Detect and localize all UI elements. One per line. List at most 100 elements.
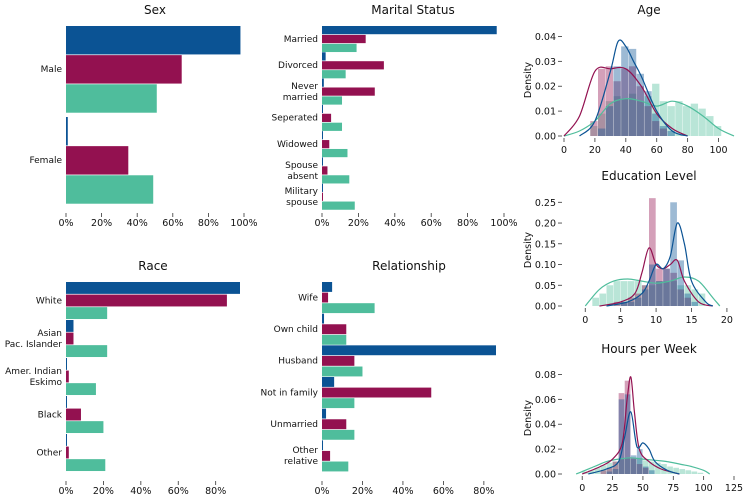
category-label-line: Military — [285, 187, 319, 197]
hist-bar-teal — [670, 281, 677, 306]
bar-teal — [66, 383, 96, 396]
x-tick-label: 5 — [618, 315, 624, 326]
hist-bar-teal — [636, 457, 643, 474]
hist-bar-teal — [612, 461, 619, 474]
hist-bar-teal — [624, 457, 631, 474]
hist-bar-teal — [667, 106, 675, 136]
bar-maroon — [322, 355, 355, 366]
chart-title: Hours per Week — [601, 342, 697, 356]
y-tick-label: 0.06 — [535, 395, 556, 406]
bar-maroon — [322, 324, 347, 335]
hist-bar-teal — [656, 281, 663, 306]
x-tick-label: 50 — [637, 483, 649, 494]
hist-bar-teal — [663, 281, 670, 306]
y-tick-label: 0.04 — [535, 32, 556, 43]
bar-teal — [322, 461, 349, 472]
category-label-line: Eskimo — [30, 378, 63, 388]
x-tick-label: 20% — [348, 218, 369, 229]
category-label: Widowed — [277, 140, 318, 150]
y-tick-label: 0.25 — [535, 198, 556, 209]
hist-bar-blue — [656, 281, 663, 306]
y-tick-label: 0.10 — [535, 260, 556, 271]
x-tick-label: 80 — [682, 145, 694, 156]
hist-bar-teal — [675, 101, 683, 136]
hist-bar-maroon — [600, 470, 607, 474]
bar-blue — [322, 282, 333, 292]
category-label: Black — [38, 410, 63, 420]
category-label: Never married — [283, 82, 319, 103]
x-tick-label: 40% — [130, 486, 151, 497]
bar-blue — [322, 26, 497, 35]
hist-bar-maroon — [630, 457, 637, 474]
x-tick-label: 60% — [433, 486, 454, 497]
hist-bar-maroon — [621, 68, 629, 136]
hist-bar-maroon — [613, 81, 621, 136]
category-label-line: Married — [284, 35, 318, 45]
bar-teal — [322, 175, 350, 184]
hist-bar-teal — [683, 106, 691, 136]
hist-bar-maroon — [684, 297, 692, 306]
hist-bar-blue — [621, 46, 629, 136]
category-label: Amer. Indian Eskimo — [5, 367, 62, 388]
x-tick-label: 0 — [579, 483, 585, 494]
bar-maroon — [66, 446, 69, 459]
y-axis-label: Density — [523, 400, 534, 436]
bar-teal — [66, 84, 157, 113]
category-label: Wife — [298, 293, 318, 303]
hist-bar-teal — [606, 285, 614, 306]
x-tick-label: 15 — [685, 315, 697, 326]
category-label: Seperated — [272, 114, 319, 124]
x-tick-label: 40% — [127, 218, 148, 229]
hist-bar-teal — [690, 103, 699, 136]
bar-blue — [66, 26, 241, 55]
bar-teal — [66, 175, 154, 204]
hist-bar-maroon — [644, 106, 652, 136]
category-label-line: Husband — [278, 357, 318, 367]
category-label: Spouse absent — [285, 161, 318, 182]
hist-bar-teal — [698, 293, 706, 306]
x-tick-label: 100 — [695, 483, 713, 494]
x-tick-label: 0% — [314, 218, 329, 229]
category-label-line: Divorced — [278, 61, 318, 71]
hist-bar-maroon — [634, 293, 642, 306]
hist-bar-blue — [636, 449, 643, 474]
hist-bar-teal — [613, 96, 621, 136]
x-tick-label: 10 — [650, 315, 662, 326]
y-tick-label: 0.00 — [535, 132, 556, 143]
hist-bar-maroon — [642, 467, 649, 474]
x-tick-label: 80% — [205, 486, 226, 497]
hist-bar-teal — [691, 471, 698, 474]
chart-hours: Hours per Week Density 0 25 50 75 100 125 0.00 0.… — [523, 342, 743, 494]
bar-blue — [322, 408, 327, 419]
y-axis-label: Density — [523, 232, 534, 268]
category-label: Husband — [278, 357, 318, 367]
hist-bar-teal — [713, 126, 722, 136]
bar-blue — [322, 345, 496, 356]
hist-bar-maroon — [620, 301, 628, 306]
hist-bar-blue — [642, 466, 649, 474]
bar-maroon — [66, 370, 69, 383]
y-tick-label: 0.05 — [535, 281, 556, 292]
category-label-line: Asian — [37, 329, 62, 339]
hist-bar-teal — [655, 462, 661, 474]
x-tick-label: 0 — [561, 145, 567, 156]
hist-bar-teal — [649, 461, 655, 474]
hist-bar-maroon — [652, 121, 660, 136]
bar-blue — [322, 440, 324, 451]
bar-blue — [322, 104, 323, 114]
bar-teal — [322, 43, 357, 53]
hist-bar-maroon — [612, 461, 619, 474]
bar-maroon — [322, 419, 347, 430]
hist-bar-blue — [612, 469, 619, 474]
y-axis-label: Density — [523, 62, 534, 98]
kde-line-maroon — [563, 66, 688, 137]
y-tick-label: 0.08 — [535, 370, 556, 381]
category-label: Military spouse — [285, 187, 319, 208]
chart-relationship: Relationship Wife Own child Husband Not in f… — [261, 259, 496, 497]
hist-bar-teal — [634, 281, 642, 306]
hist-bar-maroon — [641, 285, 649, 306]
bar-teal — [322, 201, 355, 210]
hist-bar-teal — [673, 467, 679, 474]
x-tick-label: 0% — [314, 486, 329, 497]
x-tick-label: 0% — [58, 218, 73, 229]
